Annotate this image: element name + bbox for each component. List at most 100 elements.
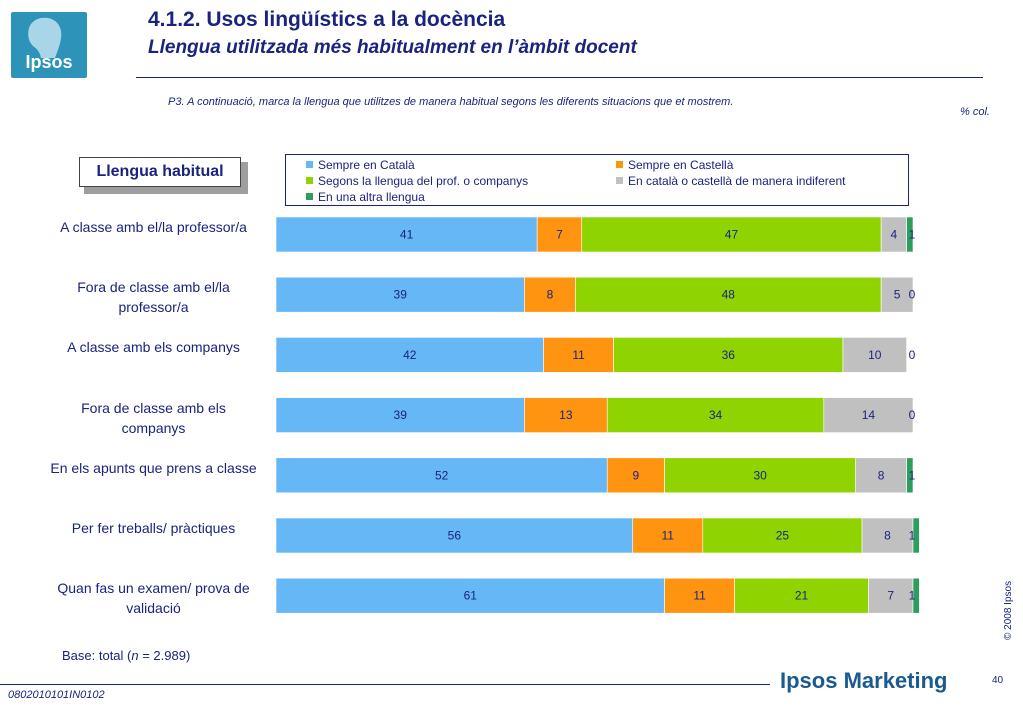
data-label: 8	[547, 288, 554, 302]
bar-segment	[524, 397, 608, 433]
data-label: 8	[878, 468, 885, 482]
brand-name: Ipsos Marketing	[780, 668, 948, 693]
data-label: 52	[435, 468, 449, 482]
page-title: 4.1.2. Usos lingüístics a la docència	[148, 8, 506, 31]
data-label: 39	[394, 408, 408, 422]
category-label: Fora de classe amb els companys	[81, 399, 226, 436]
legend-swatch	[616, 161, 623, 168]
bar-segment	[734, 577, 869, 614]
data-label: 25	[776, 529, 790, 543]
base-prefix: Base: total (	[62, 648, 132, 663]
unit-note: % col.	[960, 106, 990, 118]
chart-legend: Sempre en Català Sempre en Castellà Segons…	[285, 154, 909, 206]
category-label: A classe amb el/la professor/a	[60, 219, 247, 235]
bar-segment	[275, 517, 634, 554]
legend-label: Sempre en Castellà	[628, 158, 734, 172]
data-label: 34	[709, 408, 723, 422]
data-label: 5	[894, 288, 901, 302]
legend-item: En una altra llengua	[306, 190, 425, 204]
data-label: 39	[394, 288, 408, 302]
data-label: 0	[909, 288, 916, 302]
data-label: 14	[862, 408, 876, 422]
bar-segment	[664, 457, 856, 494]
data-label: 9	[633, 468, 640, 482]
data-label: 1	[909, 589, 916, 603]
data-label: 1	[909, 228, 916, 242]
bar-segment	[880, 216, 907, 253]
bar-segment	[906, 457, 914, 494]
data-label: 41	[400, 228, 414, 242]
legend-item: En català o castellà de manera indiferen…	[616, 174, 845, 188]
data-label: 7	[556, 228, 563, 242]
page-subtitle: Llengua utilitzada més habitualment en l…	[148, 37, 637, 58]
bar-segment	[581, 216, 882, 253]
legend-item: Segons la llengua del prof. o companys	[306, 174, 528, 188]
bar-segment	[275, 457, 608, 494]
bar-segment	[861, 517, 914, 554]
data-label: 10	[868, 348, 882, 362]
data-label: 11	[662, 529, 675, 543]
category-label: A classe amb els companys	[67, 339, 240, 356]
legend-swatch	[306, 161, 313, 168]
header-divider	[136, 77, 983, 78]
document-code: 0802010101IN0102	[8, 689, 105, 701]
bar-segment	[543, 337, 614, 373]
legend-label: En català o castellà de manera indiferen…	[628, 174, 846, 188]
question-text: P3. A continuació, marca la llengua que …	[168, 96, 734, 108]
bar-segment	[575, 276, 882, 313]
data-label: 0	[909, 408, 916, 422]
ipsos-logo: Ipsos	[11, 12, 87, 78]
data-label: 1	[909, 529, 916, 543]
page-number: 40	[992, 675, 1004, 686]
bar-segment	[524, 276, 576, 313]
bar-segment	[275, 577, 665, 614]
data-label: 42	[403, 348, 417, 362]
copyright-note: © 2008 Ipsos	[1003, 580, 1014, 640]
data-label: 11	[693, 589, 706, 603]
data-label: 1	[909, 468, 916, 482]
base-n: n	[131, 648, 139, 663]
data-label: 48	[722, 288, 736, 302]
bar-segment	[868, 577, 914, 614]
data-label: 11	[572, 348, 585, 362]
data-label: 13	[559, 408, 573, 422]
data-label: 21	[795, 589, 809, 603]
data-label: 7	[887, 589, 894, 603]
bar-segment	[632, 517, 704, 554]
bar-segment	[702, 517, 863, 554]
data-label: 4	[891, 228, 898, 242]
bar-segment	[536, 216, 583, 253]
bar-segment	[275, 216, 538, 253]
legend-swatch	[616, 177, 623, 184]
bar-segment	[912, 517, 920, 554]
legend-label: Segons la llengua del prof. o companys	[318, 174, 529, 188]
legend-label: En una altra llengua	[318, 190, 425, 204]
bar-segment	[275, 276, 525, 313]
data-label: 56	[448, 529, 462, 543]
data-label: 8	[884, 529, 891, 543]
data-label: 61	[464, 589, 478, 603]
category-label: Quan fas un examen/ prova de validació	[57, 580, 250, 617]
bar-segment	[613, 337, 844, 373]
bar-segment	[842, 337, 907, 373]
chart-title-box: Llengua habitual	[79, 157, 241, 187]
data-label: 36	[722, 348, 736, 362]
bar-segment	[275, 337, 544, 373]
bar-segment	[606, 457, 665, 494]
legend-swatch	[306, 177, 313, 184]
legend-item: Sempre en Castellà	[616, 158, 733, 172]
logo-head-icon	[28, 17, 62, 58]
base-suffix: = 2.989)	[138, 648, 191, 663]
category-label: En els apunts que prens a classe	[50, 459, 257, 476]
category-label: Fora de classe amb el/la professor/a	[77, 279, 230, 316]
bar-segment	[912, 577, 920, 614]
legend-label: Sempre en Català	[318, 158, 415, 172]
bar-segment	[823, 397, 914, 433]
bar-segment	[906, 216, 914, 253]
legend-swatch	[306, 193, 313, 200]
data-label: 47	[725, 228, 739, 242]
footer-divider	[0, 684, 770, 685]
data-label: 30	[753, 468, 767, 482]
bar-segment	[275, 397, 525, 433]
